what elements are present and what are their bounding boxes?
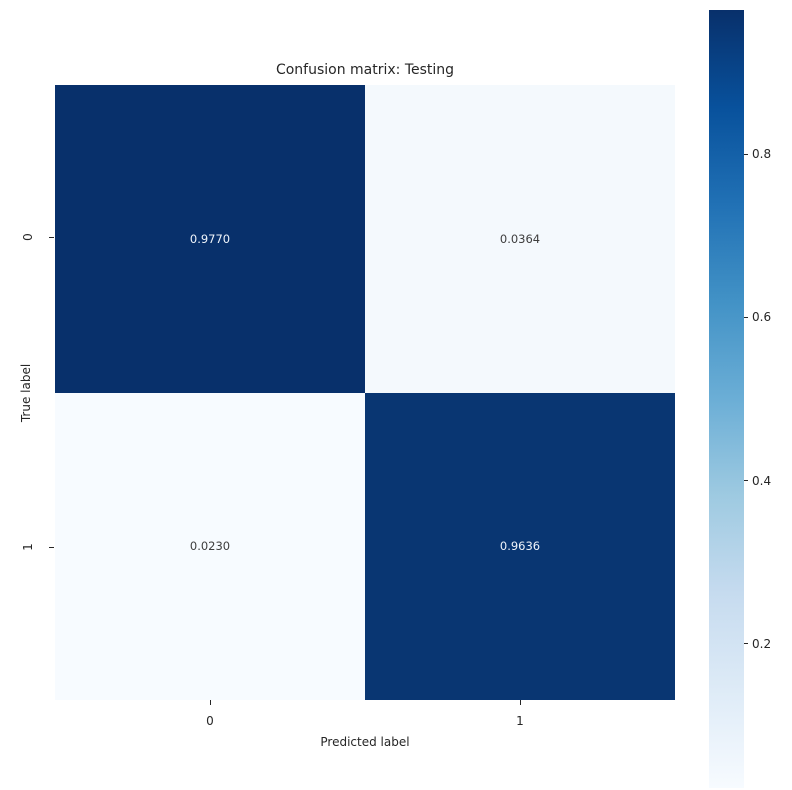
colorbar-tick-label: 0.6 <box>752 310 772 325</box>
heatmap: 0.9770 0.0364 0.0230 0.9636 <box>55 85 675 700</box>
colorbar-tick-mark <box>744 316 748 318</box>
heatmap-cell-r0c0: 0.9770 <box>55 85 365 393</box>
x-tick-mark-1 <box>520 700 521 705</box>
colorbar: 0.8 0.6 0.4 0.2 <box>709 10 771 788</box>
colorbar-tick-0.4: 0.4 <box>744 474 771 488</box>
colorbar-tick-mark <box>744 480 748 482</box>
chart-title: Confusion matrix: Testing <box>275 62 455 78</box>
heatmap-cell-r1c0: 0.0230 <box>55 392 365 700</box>
colorbar-tick-label: 0.2 <box>752 636 772 651</box>
y-tick-mark-1 <box>49 547 54 548</box>
x-axis-label: Predicted label <box>320 735 410 749</box>
y-axis-label: True label <box>19 363 33 423</box>
x-tick-label-0: 0 <box>206 714 214 728</box>
colorbar-tick-0.8: 0.8 <box>744 147 771 161</box>
heatmap-cell-r1c1: 0.9636 <box>365 392 675 700</box>
x-tick-mark-0 <box>210 700 211 705</box>
colorbar-gradient <box>709 10 744 788</box>
y-tick-label-1: 1 <box>21 543 35 551</box>
colorbar-tick-label: 0.4 <box>752 473 772 488</box>
colorbar-tick-label: 0.8 <box>752 147 772 162</box>
y-tick-mark-0 <box>49 237 54 238</box>
colorbar-tick-mark <box>744 153 748 155</box>
colorbar-tick-0.2: 0.2 <box>744 637 771 651</box>
y-tick-label-0: 0 <box>21 233 35 241</box>
x-tick-label-1: 1 <box>516 714 524 728</box>
colorbar-tick-0.6: 0.6 <box>744 310 771 324</box>
heatmap-cell-r0c1: 0.0364 <box>365 85 675 393</box>
colorbar-tick-mark <box>744 643 748 645</box>
